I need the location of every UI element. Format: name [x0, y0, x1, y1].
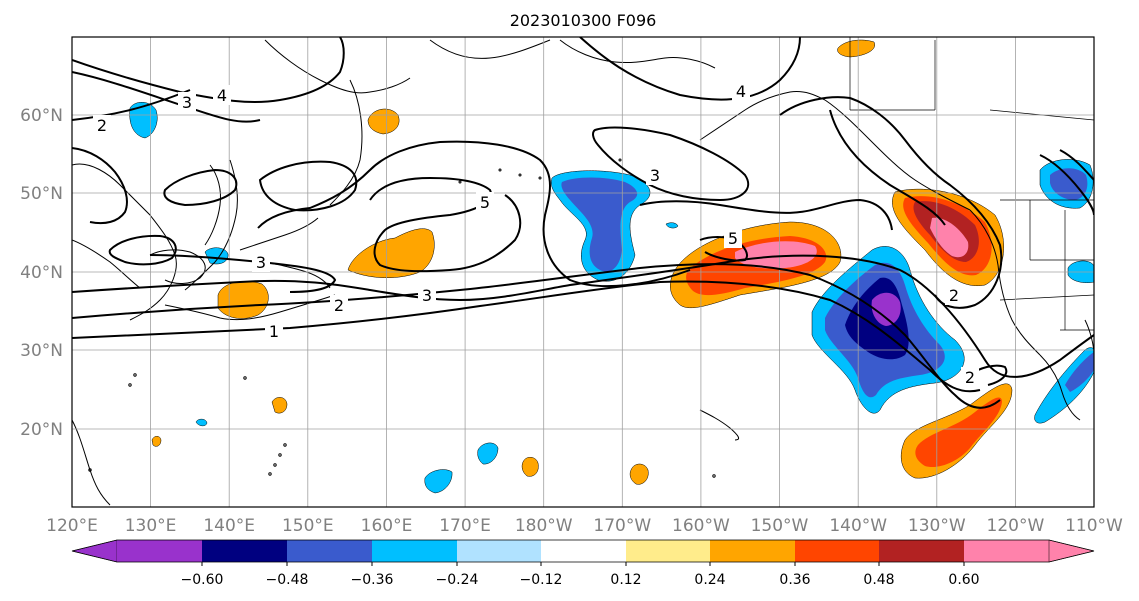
lon-label: 140°E [203, 516, 255, 536]
lat-label: 20°N [20, 420, 63, 440]
longitude-labels: 120°E 130°E 140°E 150°E 160°E 170°E 180°… [46, 516, 1123, 536]
lat-label: 60°N [20, 106, 63, 126]
colorbar-segment [541, 540, 626, 562]
colorbar: −0.60 −0.48 −0.36 −0.24 −0.12 0.12 0.24 … [71, 539, 1095, 588]
lon-label: 150°E [282, 516, 334, 536]
lon-label: 120°E [46, 516, 98, 536]
map-frame [71, 36, 1095, 508]
colorbar-segment [710, 540, 795, 562]
lon-label: 140°W [829, 516, 887, 536]
lon-label: 130°E [125, 516, 177, 536]
contour-label: 4 [736, 82, 746, 101]
contour-label: 2 [965, 368, 975, 387]
colorbar-tick-label: −0.24 [436, 572, 479, 588]
contour-label: 5 [480, 193, 490, 212]
lon-label: 170°E [439, 516, 491, 536]
colorbar-segment [287, 540, 372, 562]
latitude-labels: 20°N 30°N 40°N 50°N 60°N [20, 106, 63, 440]
coastlines [72, 39, 1094, 506]
lon-label: 160°E [361, 516, 413, 536]
lon-label: 120°W [987, 516, 1045, 536]
colorbar-tick-label: 0.24 [694, 572, 725, 588]
colorbar-tick-label: −0.36 [351, 572, 394, 588]
contour-lines [72, 37, 1094, 409]
contour-label: 2 [949, 286, 959, 305]
contour-label: 3 [182, 93, 192, 112]
map-title: 2023010300 F096 [510, 11, 657, 30]
colorbar-ticks [201, 562, 965, 566]
colorbar-tick-label: 0.36 [779, 572, 810, 588]
colorbar-segment [372, 540, 457, 562]
lon-label: 180°W [515, 516, 573, 536]
contour-label: 3 [256, 253, 266, 272]
contour-label: 2 [334, 296, 344, 315]
colorbar-outline [71, 539, 1095, 563]
colorbar-tick-label: 0.60 [948, 572, 979, 588]
contour-label: 5 [728, 229, 738, 248]
contour-labels: 1 2 2 3 3 3 4 4 5 5 2 2 3 [93, 81, 979, 387]
contour-label: 3 [422, 286, 432, 305]
colorbar-extend-max [1048, 539, 1095, 563]
colorbar-segment [457, 540, 541, 562]
colorbar-segment [964, 540, 1049, 562]
colorbar-tick-label: 0.12 [610, 572, 641, 588]
lon-label: 150°W [751, 516, 809, 536]
contour-label: 4 [217, 86, 227, 105]
islands [88, 158, 716, 478]
colorbar-tick-label: −0.48 [266, 572, 309, 588]
colorbar-tick-label: 0.48 [863, 572, 894, 588]
colorbar-extend-min [71, 539, 118, 563]
colorbar-segment [795, 540, 879, 562]
colorbar-segment [879, 540, 964, 562]
lat-label: 30°N [20, 341, 63, 361]
colorbar-segment [202, 540, 287, 562]
colorbar-segment [117, 540, 202, 562]
lon-label: 170°W [593, 516, 651, 536]
contour-label: 1 [269, 322, 279, 341]
lat-label: 50°N [20, 184, 63, 204]
lat-label: 40°N [20, 263, 63, 283]
colorbar-tick-label: −0.12 [520, 572, 563, 588]
contour-label: 3 [650, 166, 660, 185]
graticule [72, 37, 1094, 507]
colorbar-segment [626, 540, 710, 562]
lon-label: 110°W [1065, 516, 1123, 536]
lon-label: 130°W [908, 516, 966, 536]
colorbar-tick-label: −0.60 [181, 572, 224, 588]
contour-label: 2 [97, 116, 107, 135]
lon-label: 160°W [672, 516, 730, 536]
